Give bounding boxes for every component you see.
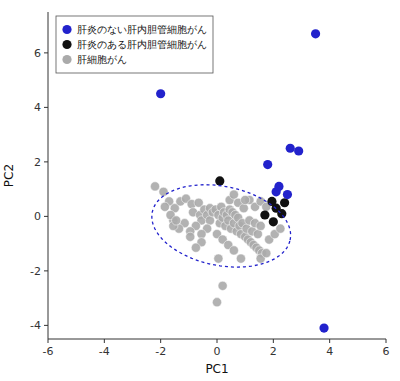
point <box>229 190 238 199</box>
point <box>159 187 168 196</box>
axes: -6-4-20246-4-20246 <box>30 12 389 358</box>
point <box>311 29 320 38</box>
x-tick-label: -6 <box>43 345 54 358</box>
y-tick-label: -4 <box>30 319 41 332</box>
y-tick-label: 2 <box>34 156 41 169</box>
x-tick <box>386 339 387 343</box>
x-tick <box>273 339 274 343</box>
legend-box <box>56 16 213 73</box>
x-tick-label: -4 <box>99 345 110 358</box>
x-tick <box>48 339 49 343</box>
x-tick-label: 4 <box>326 345 333 358</box>
y-axis-label: PC2 <box>2 164 16 187</box>
point <box>267 197 276 206</box>
point <box>186 232 195 241</box>
x-tick <box>329 339 330 343</box>
y-tick-label: 6 <box>34 47 41 60</box>
y-tick <box>44 270 48 271</box>
series <box>215 176 289 226</box>
point <box>172 216 181 225</box>
x-tick <box>104 339 105 343</box>
y-tick <box>44 52 48 53</box>
legend-marker <box>62 40 71 49</box>
point <box>276 224 285 233</box>
point <box>263 160 272 169</box>
point <box>241 195 250 204</box>
legend-label: 肝細胞がん <box>77 54 127 65</box>
point <box>191 243 200 252</box>
y-tick <box>44 107 48 108</box>
y-tick <box>44 161 48 162</box>
point <box>236 254 245 263</box>
point <box>214 254 223 263</box>
point <box>286 144 295 153</box>
x-tick-label: 2 <box>270 345 277 358</box>
point <box>218 281 227 290</box>
legend-label: 肝炎のある肝内胆管細胞がん <box>77 39 207 50</box>
legend-marker <box>62 25 71 34</box>
y-tick-label: 4 <box>34 101 41 114</box>
point <box>262 249 271 258</box>
point <box>212 298 221 307</box>
point <box>253 229 262 238</box>
legend-label: 肝炎のない肝内胆管細胞がん <box>77 24 207 35</box>
point <box>319 324 328 333</box>
point <box>205 216 214 225</box>
x-tick-label: 6 <box>383 345 390 358</box>
legend: 肝炎のない肝内胆管細胞がん肝炎のある肝内胆管細胞がん肝細胞がん <box>56 16 213 73</box>
legend-marker <box>62 55 71 64</box>
point <box>283 190 292 199</box>
ellipse <box>152 185 291 267</box>
point <box>239 204 248 213</box>
point <box>269 217 278 226</box>
point <box>215 176 224 185</box>
point <box>280 198 289 207</box>
point <box>160 202 169 211</box>
point <box>294 146 303 155</box>
x-tick <box>217 339 218 343</box>
y-axis-line <box>48 12 49 339</box>
point <box>256 221 265 230</box>
chart: -6-4-20246-4-20246PC1PC2肝炎のない肝内胆管細胞がん肝炎の… <box>0 0 400 381</box>
point <box>156 89 165 98</box>
y-tick-label: -2 <box>30 265 41 278</box>
x-tick <box>160 339 161 343</box>
point <box>274 182 283 191</box>
point <box>150 182 159 191</box>
point <box>197 229 206 238</box>
plot-area <box>150 29 328 333</box>
series <box>156 29 329 333</box>
x-tick-label: 0 <box>214 345 221 358</box>
point <box>229 246 238 255</box>
y-tick-label: 0 <box>34 210 41 223</box>
y-tick <box>44 216 48 217</box>
x-tick-label: -2 <box>155 345 166 358</box>
point <box>277 209 286 218</box>
x-axis-label: PC1 <box>205 362 228 376</box>
y-tick <box>44 325 48 326</box>
point <box>260 210 269 219</box>
